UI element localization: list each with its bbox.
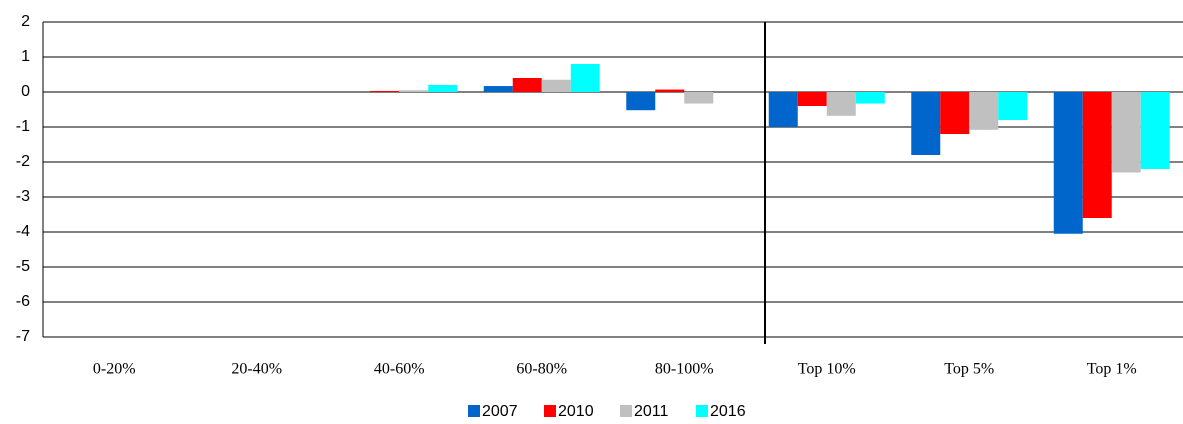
bar [998,92,1028,120]
legend-label: 2010 [558,403,594,420]
legend-swatch [544,405,556,417]
bar [768,92,798,127]
bar [1111,92,1141,173]
bar [399,90,429,92]
bar [626,92,656,111]
x-tick-label: 0-20% [93,361,136,378]
x-tick-label: 60-80% [516,361,567,378]
x-tick-label: Top 10% [798,361,856,378]
bar [1140,92,1170,169]
legend-swatch [696,405,708,417]
bar [1082,92,1112,218]
y-tick-label: -6 [16,293,30,310]
bar [655,89,685,92]
x-tick-label: Top 5% [944,361,994,378]
bar [1053,92,1083,234]
x-tick-label: 40-60% [374,361,425,378]
legend-swatch [468,405,480,417]
y-tick-label: -5 [16,258,30,275]
y-tick-label: 0 [21,83,30,100]
bar [370,90,400,92]
bar [969,92,999,130]
x-tick-label: 80-100% [655,361,714,378]
y-tick-label: 2 [21,13,30,30]
bar [855,92,885,104]
bar [512,78,542,92]
bar [797,92,827,106]
y-tick-label: -1 [16,118,30,135]
bar [483,86,513,92]
bar [940,92,970,134]
legend-label: 2007 [482,403,518,420]
bar [911,92,941,155]
y-tick-label: -3 [16,188,30,205]
y-tick-label: -4 [16,223,30,240]
x-tick-label: Top 1% [1087,361,1137,378]
bar [570,64,600,92]
bar [428,85,458,92]
y-tick-label: 1 [21,48,30,65]
bar [541,79,571,92]
bar [684,92,714,104]
legend-label: 2016 [710,403,746,420]
legend-swatch [620,405,632,417]
y-tick-label: -2 [16,153,30,170]
y-tick-label: -7 [16,328,30,345]
legend-label: 2011 [634,403,669,420]
x-tick-label: 20-40% [231,361,282,378]
bar [826,92,856,116]
